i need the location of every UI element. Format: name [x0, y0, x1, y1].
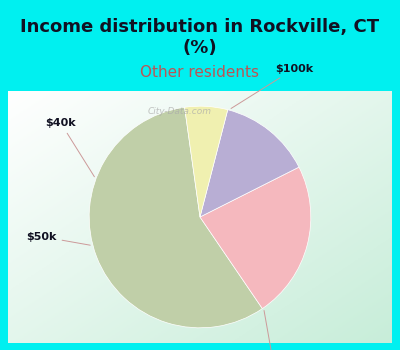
Wedge shape — [200, 110, 299, 217]
Text: $20k: $20k — [260, 310, 291, 350]
Text: $100k: $100k — [231, 64, 314, 108]
Text: Income distribution in Rockville, CT
(%): Income distribution in Rockville, CT (%) — [20, 18, 380, 57]
Wedge shape — [184, 106, 228, 217]
Wedge shape — [200, 167, 311, 309]
Text: $40k: $40k — [46, 118, 94, 177]
Wedge shape — [89, 107, 262, 328]
Text: City-Data.com: City-Data.com — [147, 107, 211, 116]
Text: Other residents: Other residents — [140, 65, 260, 80]
Text: $50k: $50k — [26, 232, 90, 245]
